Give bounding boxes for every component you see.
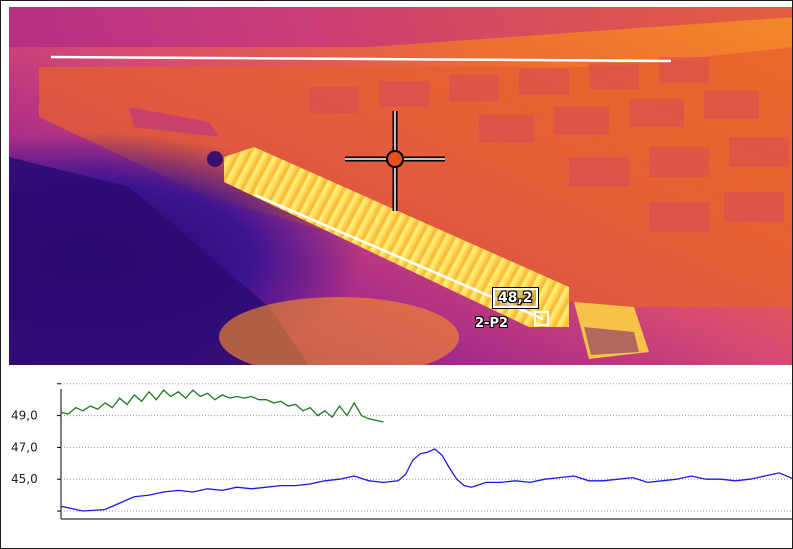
spot-point-label: 2-P2 [475,316,509,331]
profile-line-2 [254,193,544,321]
spot-temperature-label: 48,2 [492,287,539,309]
series-line-2 [60,448,792,512]
chart-canvas: 49,0 47,0 45,0 [11,383,792,520]
y-tick-label: 45,0 [11,472,38,486]
series-line-1 [60,389,384,423]
y-tick-label: 49,0 [11,409,38,423]
profile-line-1 [50,55,370,61]
temperature-profile-chart: 49,0 47,0 45,0 [9,373,792,543]
thermal-image[interactable]: 48,2 2-P2 [9,7,793,365]
spot-marker [534,311,549,326]
y-tick-label: 47,0 [11,440,38,454]
crosshair-icon [345,111,445,211]
thermal-image-canvas[interactable] [9,7,793,365]
